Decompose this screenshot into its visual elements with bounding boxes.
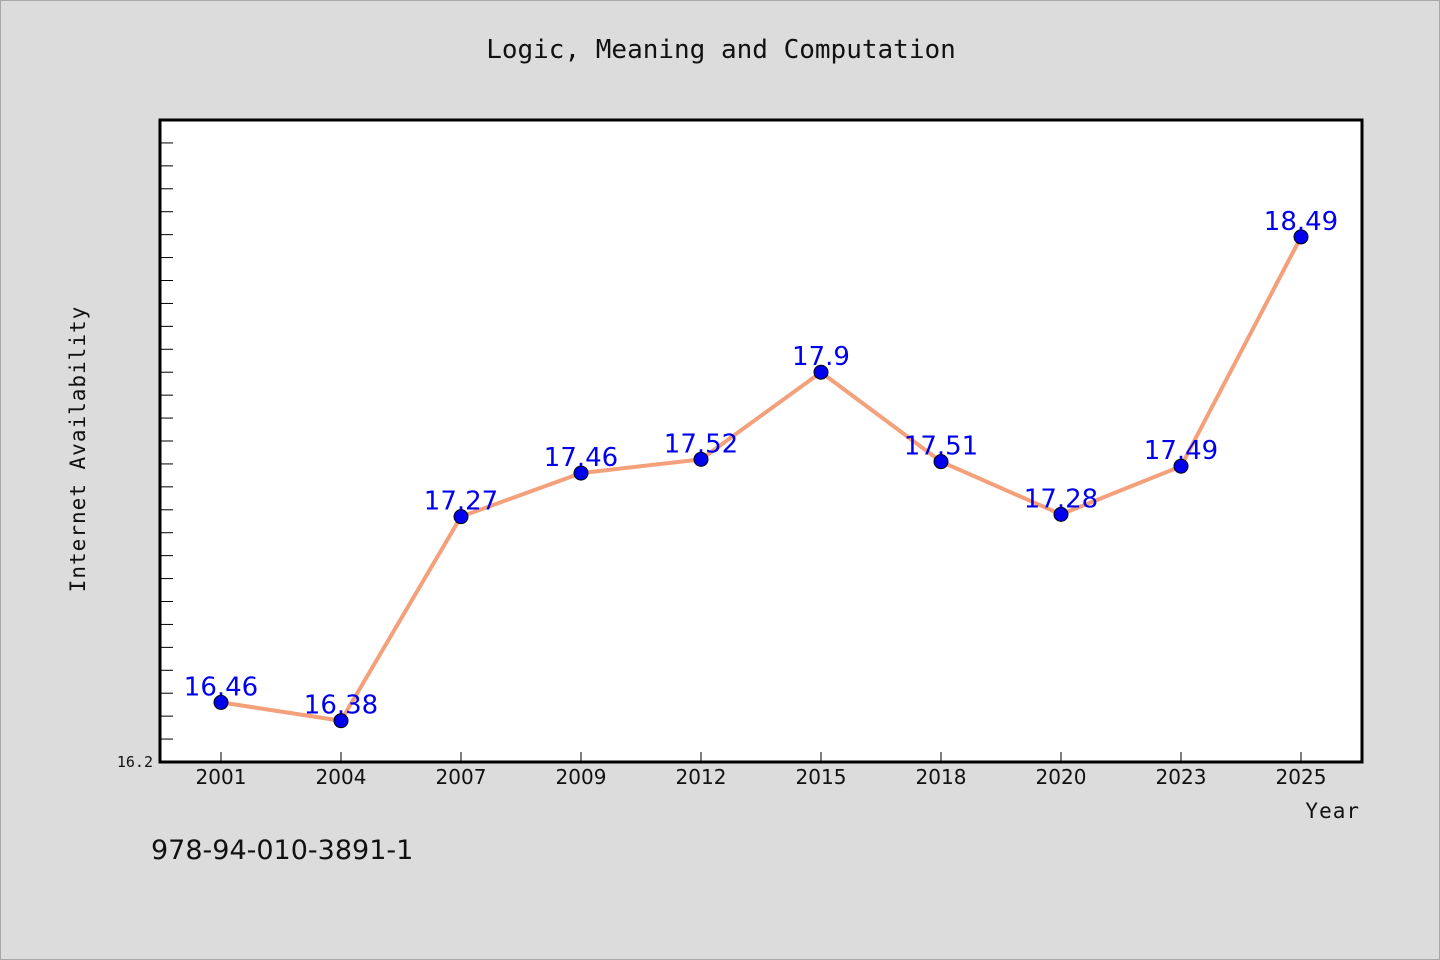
data-point [213, 694, 229, 710]
data-label: 17.28 [1024, 484, 1098, 514]
data-point [573, 465, 589, 481]
x-tick-label: 2007 [436, 765, 487, 789]
x-tick-label: 2009 [556, 765, 607, 789]
x-tick-label: 2015 [796, 765, 847, 789]
data-label: 16.38 [304, 691, 378, 721]
y-axis-ticks [160, 142, 173, 763]
data-label: 17.9 [792, 342, 850, 372]
data-point [933, 454, 949, 470]
y-axis-label: Internet Availability [66, 306, 90, 593]
x-tick-label: 2018 [916, 765, 967, 789]
data-label: 17.51 [904, 432, 978, 462]
x-tick-label: 2012 [676, 765, 727, 789]
data-label: 17.46 [544, 443, 618, 473]
data-point [333, 713, 349, 729]
data-point [813, 364, 829, 380]
data-point [693, 451, 709, 467]
data-markers [213, 229, 1309, 729]
isbn-text: 978-94-010-3891-1 [151, 835, 414, 866]
data-label: 17.27 [424, 487, 498, 517]
data-label: 18.49 [1264, 207, 1338, 237]
plot-area [158, 118, 1364, 764]
data-point [453, 509, 469, 525]
data-point [1053, 506, 1069, 522]
x-tick-label: 2023 [1156, 765, 1207, 789]
data-point [1293, 229, 1309, 245]
y-tick-label: 16.2 [117, 753, 153, 771]
data-point [1173, 458, 1189, 474]
data-label: 17.49 [1144, 436, 1218, 466]
data-label: 16.46 [184, 672, 258, 702]
data-labels: 16.46 16.38 17.27 17.46 17.52 17.9 17.51 17.28 1… [184, 207, 1338, 721]
chart-title: Logic, Meaning and Computation [486, 35, 956, 65]
x-tick-label: 2001 [196, 765, 247, 789]
x-axis-label: Year [1305, 799, 1360, 823]
x-tick-label: 2004 [316, 765, 367, 789]
x-tick-label: 2020 [1036, 765, 1087, 789]
series-line [220, 236, 1303, 723]
x-tick-label: 2025 [1276, 765, 1327, 789]
x-axis-ticks: 2001 2004 2007 2009 2012 2015 2018 2020 2023 2025 [196, 752, 1327, 789]
data-label: 17.52 [664, 429, 738, 459]
